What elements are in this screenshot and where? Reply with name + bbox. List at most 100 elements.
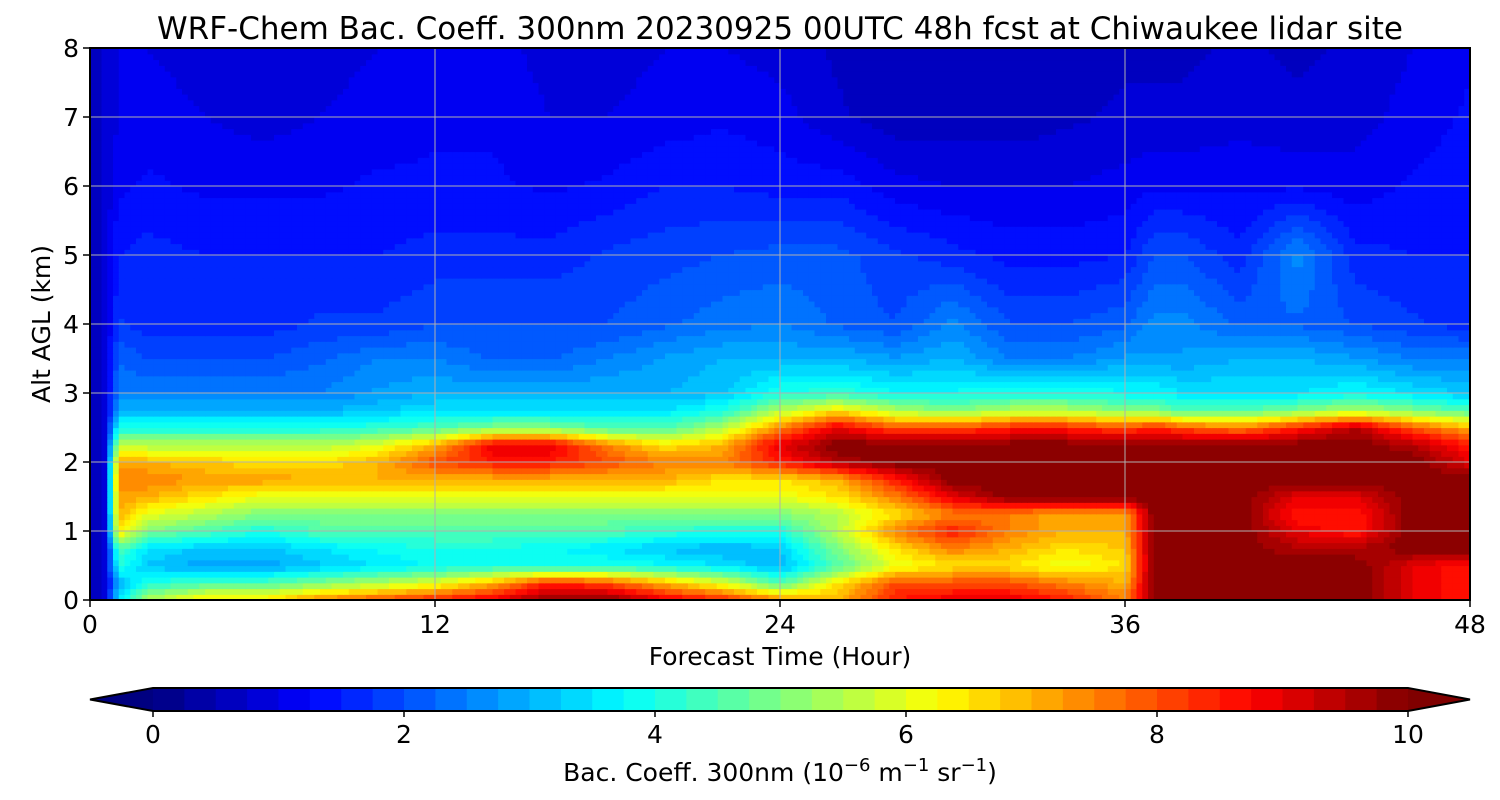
heatmap-cell (946, 479, 954, 486)
heatmap-cell (745, 588, 752, 595)
heatmap-cell (1067, 531, 1074, 538)
heatmap-cell (653, 508, 660, 515)
heatmap-cell (233, 571, 241, 578)
heatmap-cell (1125, 548, 1132, 555)
heatmap-cell (159, 594, 166, 600)
heatmap-cell (1079, 496, 1086, 503)
heatmap-cell (636, 554, 643, 561)
heatmap-cell (1326, 496, 1333, 503)
heatmap-cell (1447, 548, 1454, 555)
heatmap-cell (1211, 490, 1218, 498)
heatmap-cell (808, 485, 816, 492)
heatmap-cell (964, 588, 971, 595)
heatmap-cell (958, 565, 965, 572)
heatmap-cell (412, 502, 419, 509)
heatmap-cell (233, 554, 241, 561)
heatmap-cell (302, 548, 310, 555)
heatmap-cell (935, 485, 942, 492)
heatmap-cell (412, 519, 419, 526)
heatmap-cell (1326, 571, 1333, 578)
heatmap-cell (872, 531, 879, 538)
heatmap-cell (1056, 554, 1063, 561)
heatmap-cell (1274, 571, 1281, 578)
heatmap-cell (1447, 485, 1454, 492)
heatmap-cell (1061, 548, 1069, 555)
heatmap-cell (1464, 577, 1470, 584)
heatmap-cell (222, 588, 229, 595)
heatmap-cell (159, 588, 166, 595)
heatmap-cell (1412, 571, 1419, 578)
heatmap-cell (1199, 525, 1207, 532)
heatmap-cell (820, 525, 827, 532)
heatmap-cell (1015, 571, 1023, 578)
heatmap-cell (423, 542, 430, 549)
heatmap-cell (1199, 594, 1207, 600)
heatmap-cell (705, 536, 712, 544)
heatmap-cell (107, 559, 114, 567)
heatmap-cell (578, 577, 586, 584)
heatmap-cell (1038, 485, 1046, 492)
heatmap-cell (371, 519, 379, 526)
heatmap-cell (440, 554, 448, 561)
heatmap-cell (527, 594, 534, 600)
heatmap-cell (987, 502, 994, 509)
heatmap-cell (417, 594, 425, 600)
heatmap-cell (308, 588, 315, 595)
heatmap-cell (1107, 571, 1115, 578)
heatmap-cell (670, 513, 678, 521)
heatmap-cell (1447, 496, 1454, 503)
heatmap-cell (325, 513, 333, 521)
heatmap-cell (440, 577, 448, 584)
heatmap-cell (320, 582, 327, 590)
heatmap-cell (1153, 588, 1161, 595)
heatmap-cell (1033, 554, 1040, 561)
heatmap-cell (877, 577, 885, 584)
heatmap-cell (555, 525, 563, 532)
heatmap-cell (205, 508, 212, 515)
heatmap-cell (210, 490, 218, 498)
heatmap-cell (1021, 542, 1028, 549)
heatmap-cell (941, 485, 948, 492)
heatmap-cell (1171, 531, 1178, 538)
heatmap-cell (251, 519, 258, 526)
heatmap-cell (1406, 565, 1414, 572)
heatmap-cell (872, 571, 879, 578)
heatmap-cell (837, 536, 844, 544)
heatmap-cell (797, 565, 804, 572)
heatmap-cell (1010, 571, 1017, 578)
heatmap-cell (210, 588, 218, 595)
heatmap-cell (1079, 542, 1086, 549)
heatmap-cell (1349, 490, 1356, 498)
heatmap-cell (1079, 490, 1086, 498)
heatmap-cell (780, 559, 787, 567)
heatmap-cell (348, 485, 356, 492)
heatmap-cell (975, 502, 982, 509)
heatmap-cell (1263, 485, 1270, 492)
heatmap-cell (1320, 548, 1327, 555)
heatmap-cell (1464, 513, 1470, 521)
heatmap-cell (1286, 577, 1293, 584)
heatmap-cell (118, 519, 126, 526)
heatmap-cell (389, 513, 396, 521)
heatmap-cell (814, 502, 821, 509)
heatmap-cell (1102, 588, 1109, 595)
heatmap-cell (366, 536, 373, 544)
heatmap-cell (780, 485, 787, 492)
heatmap-cell (481, 594, 488, 600)
heatmap-cell (1435, 588, 1442, 595)
heatmap-cell (1245, 513, 1253, 521)
heatmap-cell (1314, 502, 1322, 509)
heatmap-cell (1199, 554, 1207, 561)
heatmap-cell (429, 519, 436, 526)
heatmap-cell (1343, 565, 1350, 572)
heatmap-cell (291, 519, 298, 526)
heatmap-cell (590, 502, 597, 509)
heatmap-cell (435, 559, 442, 567)
heatmap-cell (417, 588, 425, 595)
heatmap-cell (998, 594, 1005, 600)
heatmap-cell (1435, 502, 1442, 509)
heatmap-cell (1458, 525, 1465, 532)
heatmap-cell (159, 559, 166, 567)
heatmap-cell (101, 479, 108, 486)
heatmap-cell (1130, 525, 1138, 532)
